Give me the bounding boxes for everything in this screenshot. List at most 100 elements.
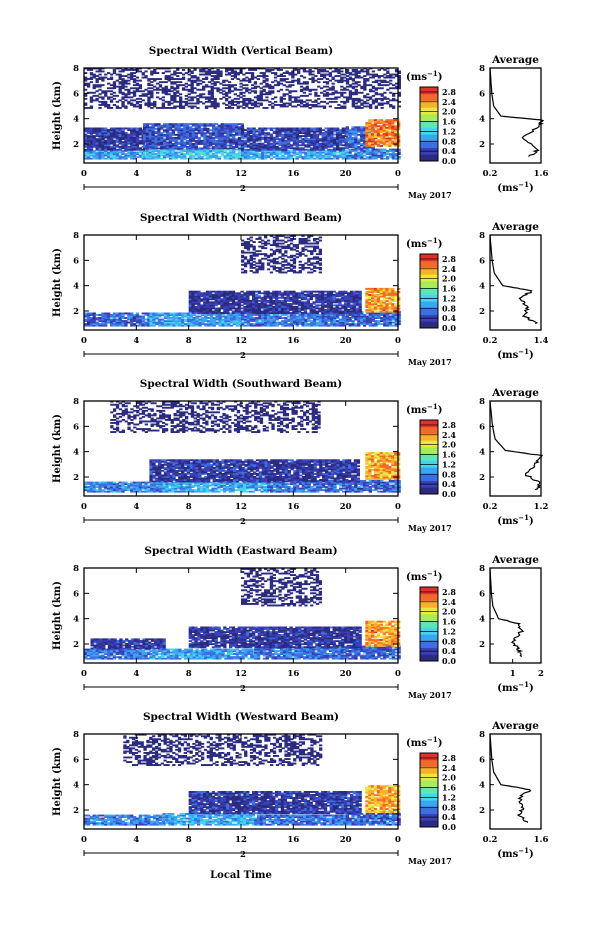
heatmap-cell [183,141,187,144]
heatmap-cell [109,99,114,102]
heatmap-cell [394,137,398,140]
heatmap-cell [147,87,151,90]
heatmap-cell [297,79,301,82]
heatmap-cell [84,150,88,152]
heatmap-cell [242,99,246,102]
heatmap-cell [217,129,221,132]
heatmap-cell [130,145,134,148]
heatmap-cell [217,296,221,299]
heatmap-cell [184,323,188,326]
heatmap-cell [354,72,358,74]
heatmap-cell [235,314,240,316]
heatmap-cell [171,126,175,129]
heatmap-cell [297,100,301,103]
heatmap-cell [118,133,122,136]
heatmap-cell [197,301,201,304]
heatmap-cell [212,123,216,126]
heatmap-cell [142,129,147,132]
heatmap-cell [176,105,180,108]
heatmap-cell [130,324,134,327]
heatmap-cell [377,93,381,96]
heatmap-cell [144,94,148,97]
heatmap-cell [194,299,198,302]
heatmap-cell [183,153,187,155]
heatmap-cell [186,143,190,145]
heatmap-cell [229,157,233,160]
heatmap-cell [173,88,177,91]
heatmap-cell [222,90,226,93]
heatmap-cell [324,154,328,157]
heatmap-cell [315,139,320,142]
heatmap-cell [243,132,248,134]
heatmap-cell [107,138,111,141]
heatmap-cell [171,132,175,135]
heatmap-cell [377,321,381,324]
heatmap-cell [130,138,134,141]
heatmap-cell [232,123,236,126]
heatmap-cell [374,88,378,91]
heatmap-cell [269,129,274,131]
heatmap-cell [132,324,137,327]
heatmap-cell [269,315,274,318]
heatmap-cell [121,75,125,77]
heatmap-cell [186,146,190,148]
heatmap-cell [295,315,299,318]
heatmap-cell [237,126,242,129]
heatmap-cell [272,307,276,310]
heatmap-cell [124,144,128,147]
heatmap-cell [214,309,218,311]
heatmap-cell [348,132,352,135]
heatmap-cell [135,315,140,318]
heatmap-cell [101,312,105,315]
heatmap-cell [149,314,153,316]
heatmap-cell [383,318,387,321]
heatmap-cell [211,296,215,299]
heatmap-cell [118,141,122,144]
heatmap-cell [373,123,378,126]
heatmap-cell [382,125,386,128]
heatmap-cell [220,147,224,150]
heatmap-cell [271,69,275,71]
heatmap-cell [299,102,304,105]
heatmap-cell [150,78,154,80]
heatmap-cell [174,123,178,126]
heatmap-cell [222,81,226,84]
heatmap-cell [313,141,317,144]
heatmap-cell [266,314,271,316]
heatmap-cell [212,124,216,127]
heatmap-cell [284,321,288,324]
heatmap-cell [212,129,216,132]
heatmap-cell [130,91,134,94]
heatmap-cell [362,126,367,129]
heatmap-cell [121,82,125,85]
heatmap-cell [207,81,212,84]
heatmap-cell [142,136,147,139]
heatmap-cell [246,305,250,308]
heatmap-cell [235,127,239,130]
heatmap-cell [394,75,399,77]
heatmap-cell [173,73,177,76]
heatmap-cell [112,320,117,322]
heatmap-cell [224,317,228,319]
heatmap-cell [226,132,230,135]
heatmap-cell [197,124,201,127]
heatmap-cell [191,302,195,305]
heatmap-cell [98,73,102,76]
heatmap-cell [188,151,193,154]
heatmap-cell [351,127,355,130]
heatmap-cell [322,94,327,97]
heatmap-cell [225,79,229,82]
heatmap-cell [179,72,183,74]
heatmap-cell [104,93,108,96]
heatmap-cell [130,318,134,321]
heatmap-cell [135,87,140,90]
heatmap-cell [144,321,148,324]
heatmap-cell [226,124,230,127]
heatmap-cell [345,151,349,154]
heatmap-cell [241,127,245,130]
average-frame [489,67,542,164]
heatmap-cell [214,293,218,296]
heatmap-cell [163,129,167,132]
heatmap-cell [101,323,105,326]
heatmap-cell [176,75,180,77]
